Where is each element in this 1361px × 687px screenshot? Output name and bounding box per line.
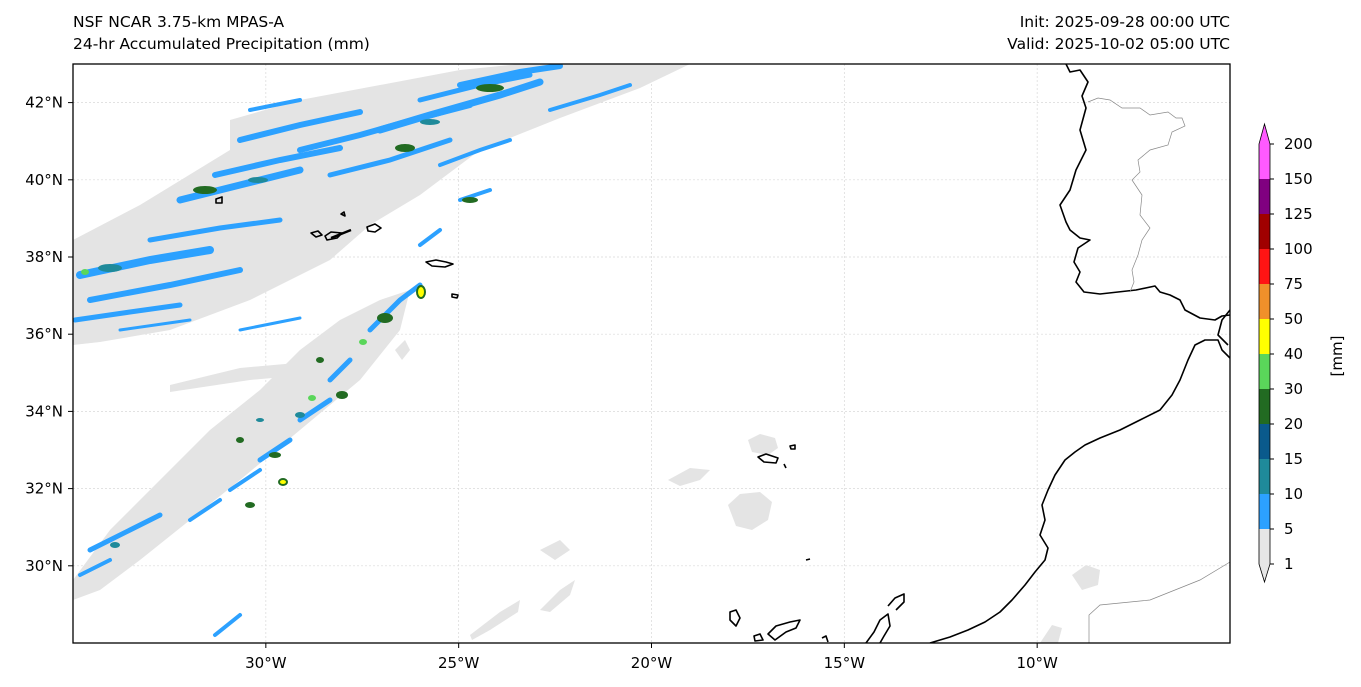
colorbar-segment [1259, 459, 1270, 494]
colorbar-segment [1259, 529, 1270, 564]
lat-tick-label: 32°N [25, 480, 63, 498]
valid-time: Valid: 2025-10-02 05:00 UTC [1007, 35, 1230, 53]
colorbar-segment [1259, 284, 1270, 319]
graticule [73, 64, 1230, 643]
lat-tick-label: 42°N [25, 94, 63, 112]
colorbar-segment [1259, 389, 1270, 424]
colorbar-tick-label: 20 [1284, 415, 1303, 433]
colorbar-tick-label: 150 [1284, 170, 1313, 188]
colorbar-tick-label: 10 [1284, 485, 1303, 503]
colorbar-tick-label: 75 [1284, 275, 1303, 293]
colorbar-upper-extend [1259, 124, 1270, 144]
model-title: NSF NCAR 3.75-km MPAS-A [73, 13, 285, 31]
lat-tick-label: 40°N [25, 171, 63, 189]
colorbar-segment [1259, 214, 1270, 249]
country-borders [1087, 97, 1230, 643]
colorbar-tick-label: 100 [1284, 240, 1313, 258]
colorbar-segment [1259, 494, 1270, 529]
colorbar-label: [mm] [1328, 336, 1346, 377]
colorbar-segment [1259, 249, 1270, 284]
lon-tick-label: 25°W [438, 654, 480, 672]
lon-tick-label: 30°W [245, 654, 287, 672]
colorbar-tick-label: 125 [1284, 205, 1313, 223]
time-block: Init: 2025-09-28 00:00 UTC Valid: 2025-1… [1007, 11, 1230, 55]
map-area [73, 64, 1230, 643]
init-time: Init: 2025-09-28 00:00 UTC [1019, 13, 1230, 31]
lat-tick-label: 36°N [25, 325, 63, 343]
longitude-axis: 30°W 25°W 20°W 15°W 10°W [245, 643, 1058, 672]
colorbar-segment [1259, 319, 1270, 354]
colorbar-tick-label: 1 [1284, 555, 1294, 573]
lat-tick-label: 38°N [25, 248, 63, 266]
precip-heavy-cells [81, 84, 504, 548]
coastlines [215, 64, 1230, 643]
lon-tick-label: 20°W [631, 654, 673, 672]
lat-tick-label: 30°N [25, 557, 63, 575]
colorbar-tick-label: 40 [1284, 345, 1303, 363]
colorbar-segment [1259, 424, 1270, 459]
colorbar-segment [1259, 179, 1270, 214]
precip-moderate-streaks [73, 64, 632, 637]
colorbar-segment [1259, 354, 1270, 389]
colorbar-tick-label: 15 [1284, 450, 1303, 468]
colorbar-lower-extend [1259, 564, 1270, 582]
colorbar-tick-label: 30 [1284, 380, 1303, 398]
colorbar-tick-label: 200 [1284, 135, 1313, 153]
lon-tick-label: 10°W [1016, 654, 1058, 672]
colorbar-segment [1259, 144, 1270, 179]
colorbar-tick-label: 50 [1284, 310, 1303, 328]
lat-tick-label: 34°N [25, 402, 63, 420]
precip-light-region [73, 64, 1100, 643]
title-block: NSF NCAR 3.75-km MPAS-A 24-hr Accumulate… [73, 11, 370, 55]
field-title: 24-hr Accumulated Precipitation (mm) [73, 35, 370, 53]
colorbar-tick-label: 5 [1284, 520, 1294, 538]
lon-tick-label: 15°W [824, 654, 866, 672]
latitude-axis: 42°N 40°N 38°N 36°N 34°N 32°N 30°N [25, 94, 73, 575]
